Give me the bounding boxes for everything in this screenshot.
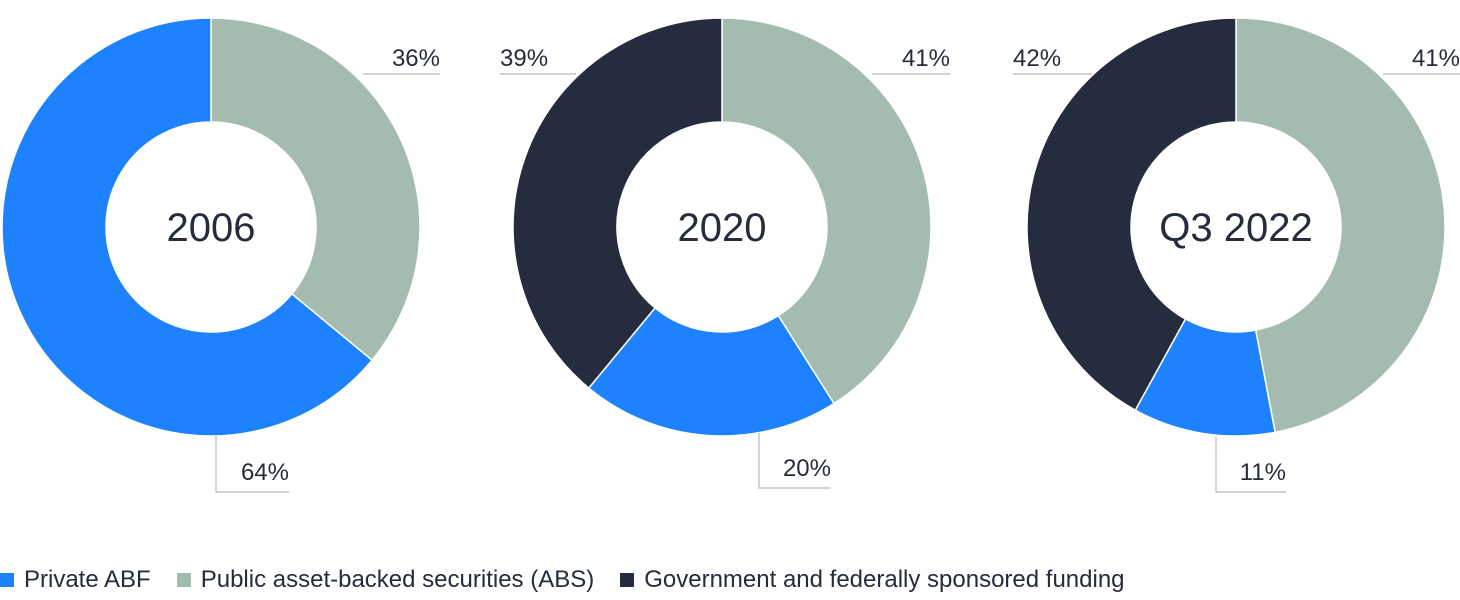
slice-private-abf xyxy=(587,306,836,437)
legend-item-private-abf: Private ABF xyxy=(0,566,151,594)
data-label-private-abf: 64% xyxy=(241,459,289,486)
slice-public-abs xyxy=(1235,17,1446,434)
donut-chart-2: 2020 41% 39% 20% xyxy=(500,17,950,489)
data-label-government: 42% xyxy=(1013,45,1061,72)
legend-label-public-abs: Public asset-backed securities (ABS) xyxy=(200,566,595,593)
legend: Private ABF Public asset-backed securiti… xyxy=(0,562,1151,598)
data-label-public-abs: 41% xyxy=(1412,45,1460,72)
legend-swatch-private-abf xyxy=(0,573,14,587)
slice-government xyxy=(512,17,723,390)
legend-swatch-government xyxy=(620,573,635,587)
slice-private-abf xyxy=(1,17,374,437)
legend-label-private-abf: Private ABF xyxy=(24,566,151,593)
slice-public-abs xyxy=(210,17,421,362)
data-label-private-abf: 20% xyxy=(783,455,831,482)
legend-swatch-public-abs xyxy=(176,573,191,587)
donut-chart-1: 2006 36% 64% xyxy=(1,17,440,493)
leader-line-private-abf xyxy=(1215,437,1286,493)
donut-center-label: Q3 2022 xyxy=(1159,206,1312,250)
legend-label-government: Government and federally sponsored fundi… xyxy=(644,566,1125,593)
data-label-government: 39% xyxy=(500,45,548,72)
slice-public-abs xyxy=(721,17,932,405)
data-label-private-abf: 11% xyxy=(1240,459,1286,486)
leader-line-private-abf xyxy=(758,433,831,489)
donut-chart-3: Q3 2022 41% 42% 11% xyxy=(1013,17,1460,493)
leader-line-private-abf xyxy=(215,436,289,493)
slice-government xyxy=(1026,17,1237,412)
legend-item-government: Government and federally sponsored fundi… xyxy=(620,566,1125,594)
donut-center-label: 2006 xyxy=(167,206,256,250)
data-label-public-abs: 41% xyxy=(902,45,950,72)
legend-item-public-abs: Public asset-backed securities (ABS) xyxy=(176,566,595,594)
data-label-public-abs: 36% xyxy=(392,45,440,72)
donut-charts: 2006 36% 64% 2020 41% 39% 20% Q3 2022 41% 42% 11% xyxy=(1,17,1460,493)
donut-center-label: 2020 xyxy=(678,206,767,250)
